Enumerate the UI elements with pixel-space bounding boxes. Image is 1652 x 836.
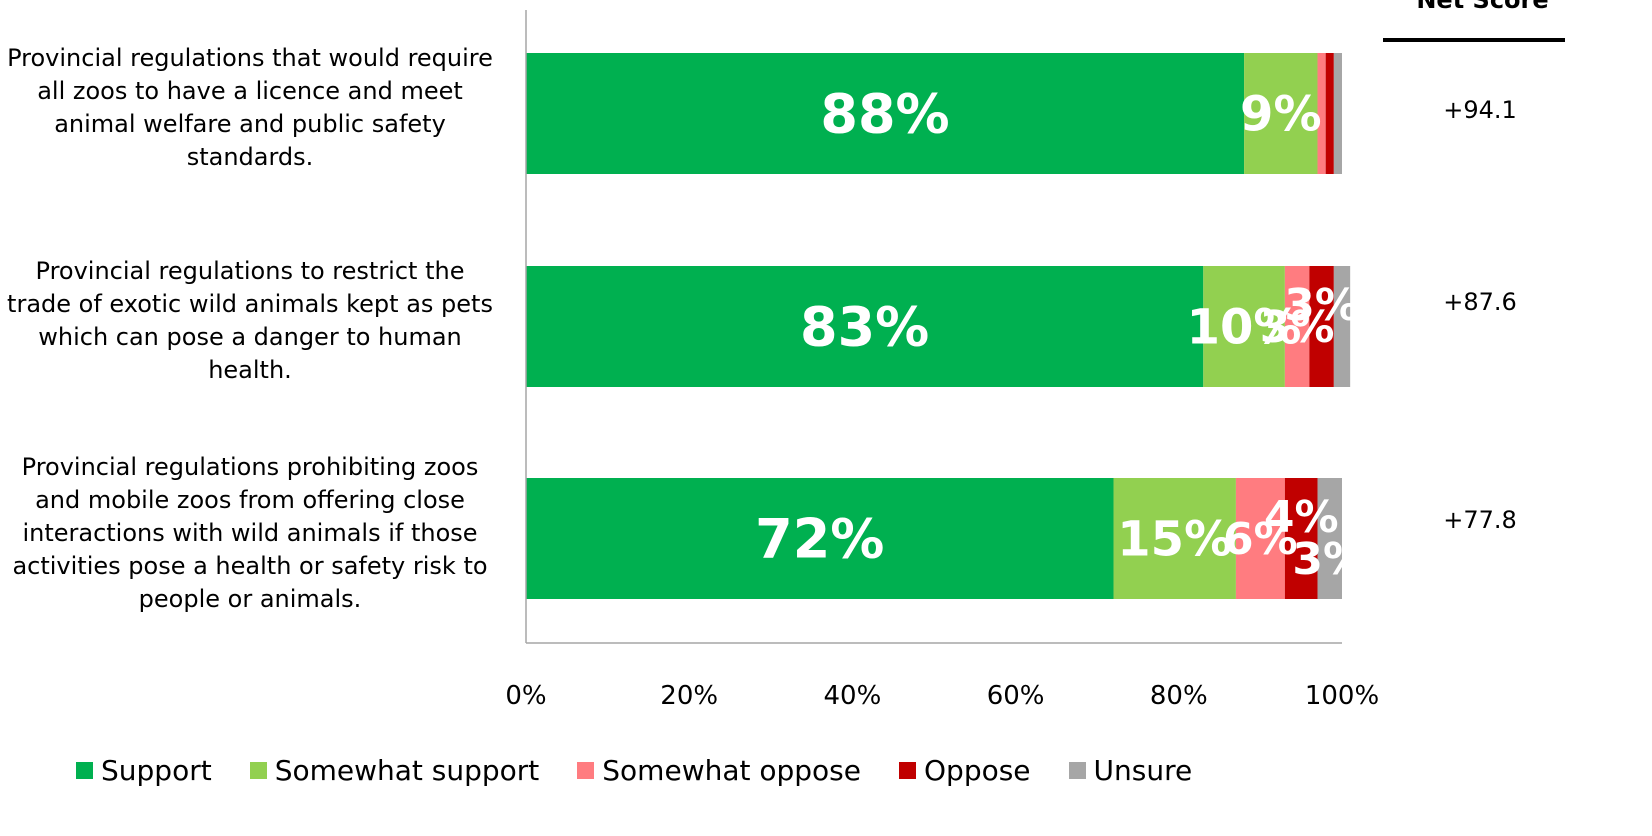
category-label-2: Provincial regulations to restrict the t… [7,257,493,384]
category-label-3: Provincial regulations prohibiting zoos … [12,453,488,613]
bar-oppose-2 [1309,266,1334,387]
x-tick-label: 0% [505,681,546,711]
data-label-support-2: 83% [800,295,929,358]
data-label-oppose-2: 3% [1284,280,1359,331]
bar-somewhat-oppose-1 [1317,53,1326,174]
bar-somewhat-support-1 [1244,53,1318,174]
net-score-rule [1383,38,1565,42]
x-tick-label: 40% [824,681,882,711]
net-score-value-1: +94.1 [1443,96,1517,124]
category-label-1: Provincial regulations that would requir… [7,44,493,171]
bar-oppose-1 [1325,53,1334,174]
legend-label-somewhat-support: Somewhat support [274,754,540,787]
legend-swatch-somewhat-support [249,762,267,779]
data-label-somewhat-support-1: 9% [1240,86,1322,142]
x-tick-label: 20% [660,681,718,711]
x-tick-label: 80% [1150,681,1208,711]
legend-label-support: Support [101,754,212,787]
legend-swatch-oppose [899,762,916,779]
bar-oppose-3 [1284,478,1318,599]
legend-item-unsure: Unsure [1068,754,1193,787]
bar-unsure-2 [1333,266,1351,387]
data-label-somewhat-support-2: 10% [1187,299,1302,355]
data-label-somewhat-oppose-2: 3% [1260,302,1335,353]
data-label-support-3: 72% [755,507,884,570]
bar-unsure-3 [1317,478,1342,599]
data-label-somewhat-oppose-3: 6% [1223,514,1298,565]
bar-unsure-1 [1333,53,1342,174]
bar-somewhat-oppose-2 [1284,266,1310,387]
net-score-value-3: +77.8 [1443,506,1517,534]
data-label-unsure-3: 3% [1292,534,1367,585]
bar-somewhat-support-3 [1113,478,1236,599]
legend-label-unsure: Unsure [1093,754,1193,787]
x-tick-label: 100% [1305,681,1379,711]
legend-swatch-support [76,762,93,779]
net-score-header: Net Score [1416,0,1549,14]
legend: Support Somewhat support Somewhat oppose… [76,754,1230,787]
data-label-oppose-3: 4% [1264,492,1339,543]
legend-label-oppose: Oppose [924,754,1031,787]
legend-label-somewhat-oppose: Somewhat oppose [602,754,861,787]
legend-swatch-unsure [1068,762,1086,779]
legend-item-somewhat-support: Somewhat support [249,754,540,787]
bar-somewhat-support-2 [1203,266,1285,387]
bar-somewhat-oppose-3 [1235,478,1285,599]
bar-support-2 [526,266,1204,387]
data-label-somewhat-support-3: 15% [1117,511,1232,567]
bar-support-1 [526,53,1245,174]
legend-item-oppose: Oppose [899,754,1031,787]
bar-support-3 [526,478,1114,599]
legend-swatch-somewhat-oppose [577,762,595,779]
legend-item-support: Support [76,754,212,787]
net-score-value-2: +87.6 [1443,288,1517,316]
x-tick-label: 60% [987,681,1045,711]
data-label-support-1: 88% [820,82,949,145]
legend-item-somewhat-oppose: Somewhat oppose [577,754,861,787]
